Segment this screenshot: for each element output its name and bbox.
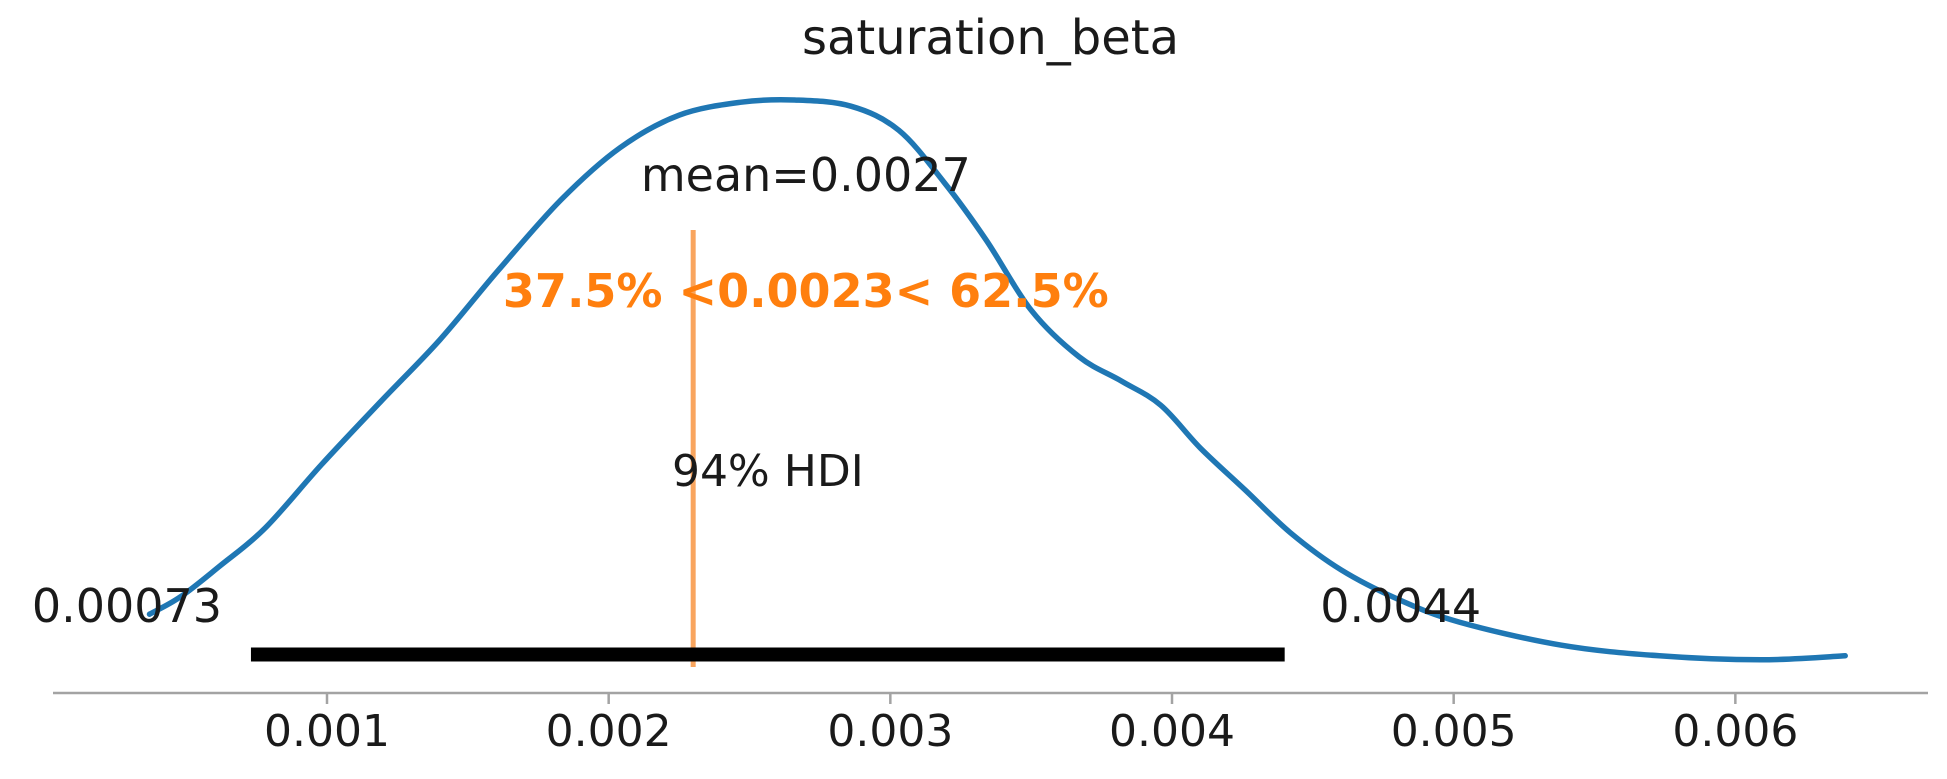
x-tick-label: 0.005 xyxy=(1390,706,1517,757)
x-tick-label: 0.002 xyxy=(545,706,672,757)
ref-value-label: 37.5% <0.0023< 62.5% xyxy=(502,264,1109,318)
x-tick-label: 0.004 xyxy=(1109,706,1235,757)
x-tick-label: 0.003 xyxy=(827,706,954,757)
hdi-probability-label: 94% HDI xyxy=(671,446,864,497)
mean-label: mean=0.0027 xyxy=(640,148,971,202)
chart-title: saturation_beta xyxy=(802,10,1179,66)
x-tick-label: 0.006 xyxy=(1672,706,1799,757)
hdi-lower-value-label: 0.00073 xyxy=(31,579,223,633)
hdi-upper-value-label: 0.0044 xyxy=(1320,579,1482,633)
x-tick-label: 0.001 xyxy=(264,706,390,757)
kde-curve xyxy=(146,96,1848,663)
